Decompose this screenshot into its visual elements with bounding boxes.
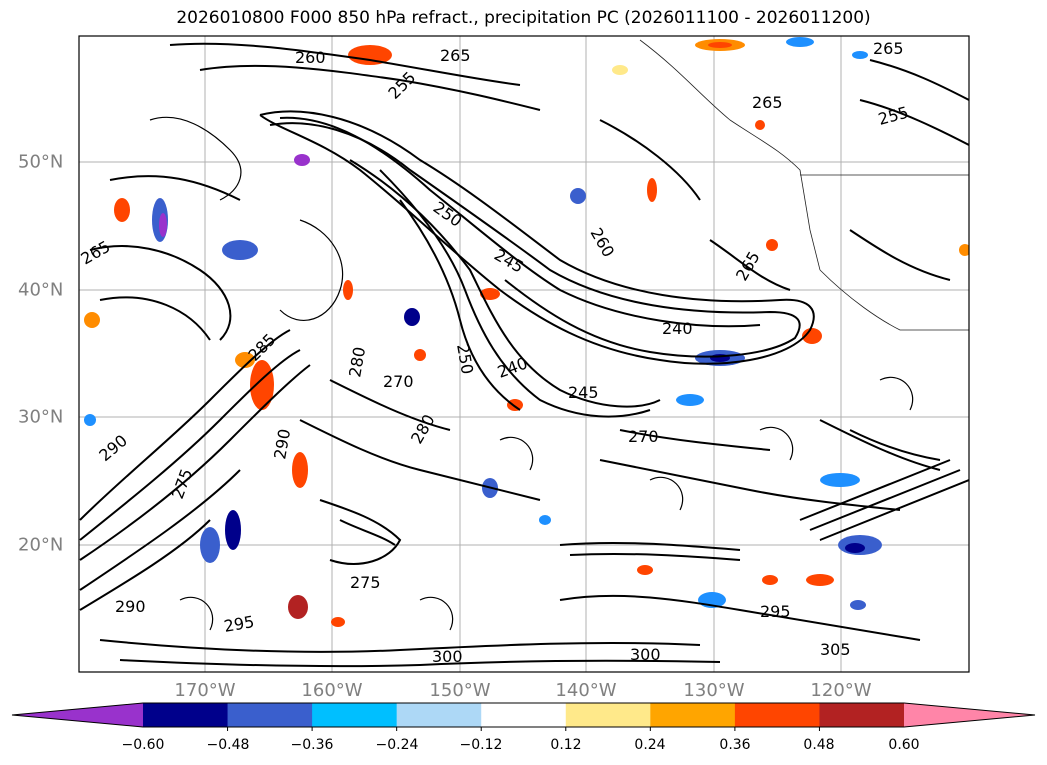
colorbar-tick-label: −0.60: [121, 737, 165, 753]
colorbar-tick-label: 0.12: [550, 737, 582, 753]
colorbar-segment: [396, 703, 482, 727]
contour-label: 270: [628, 427, 659, 446]
map-frame: [78, 35, 970, 673]
chart-title: 2026010800 F000 850 hPa refract., precip…: [176, 8, 871, 28]
minor-contours: [149, 116, 914, 631]
precipitation-shading: [84, 37, 969, 627]
refractivity-contours: [79, 42, 969, 668]
contour-label: 300: [630, 645, 661, 664]
colorbar-segment: [734, 703, 820, 727]
colorbar-extend-max: [904, 703, 1035, 727]
contour-label: 265: [873, 39, 904, 58]
colorbar-segment: [227, 703, 313, 727]
contour-label: 265: [440, 46, 471, 65]
contour-label: 260: [295, 48, 326, 67]
contour-label: 240: [662, 319, 693, 338]
contour-label: 305: [820, 640, 851, 659]
contour-label: 270: [383, 372, 414, 391]
latitude-label: 20°N: [18, 534, 64, 556]
longitude-label: 140°W: [555, 680, 617, 701]
colorbar-segment: [143, 703, 229, 727]
map-background: [79, 36, 969, 672]
contour-label: 265: [752, 93, 783, 112]
colorbar-segment: [481, 703, 567, 727]
colorbar-segment: [819, 703, 905, 727]
colorbar-segment: [565, 703, 651, 727]
longitude-label: 130°W: [683, 680, 745, 701]
colorbar-tick-label: −0.36: [290, 737, 334, 753]
colorbar-tick-label: −0.12: [459, 737, 503, 753]
colorbar-tick-label: 0.60: [888, 737, 920, 753]
contour-label: 290: [115, 597, 146, 616]
colorbar-tick-label: −0.24: [375, 737, 419, 753]
colorbar-tick-label: 0.36: [719, 737, 751, 753]
colorbar-tick-label: 0.48: [803, 737, 835, 753]
contour-label: 295: [760, 602, 791, 621]
coastlines: [639, 39, 969, 331]
longitude-label: 120°W: [810, 680, 872, 701]
colorbar-segment: [650, 703, 736, 727]
colorbar: [11, 702, 1036, 731]
contour-label: 245: [568, 383, 599, 402]
colorbar-tick-label: −0.48: [206, 737, 250, 753]
latitude-label: 50°N: [18, 151, 64, 173]
colorbar-tick-label: 0.24: [634, 737, 666, 753]
latitude-label: 40°N: [18, 279, 64, 301]
longitude-label: 170°W: [174, 680, 236, 701]
contour-label: 300: [432, 647, 463, 666]
latitude-label: 30°N: [18, 406, 64, 428]
longitude-label: 150°W: [429, 680, 491, 701]
colorbar-segment: [312, 703, 398, 727]
contour-label: 275: [350, 573, 381, 592]
longitude-label: 160°W: [301, 680, 363, 701]
colorbar-extend-min: [12, 703, 143, 727]
colorbar-outline: [11, 702, 1036, 728]
